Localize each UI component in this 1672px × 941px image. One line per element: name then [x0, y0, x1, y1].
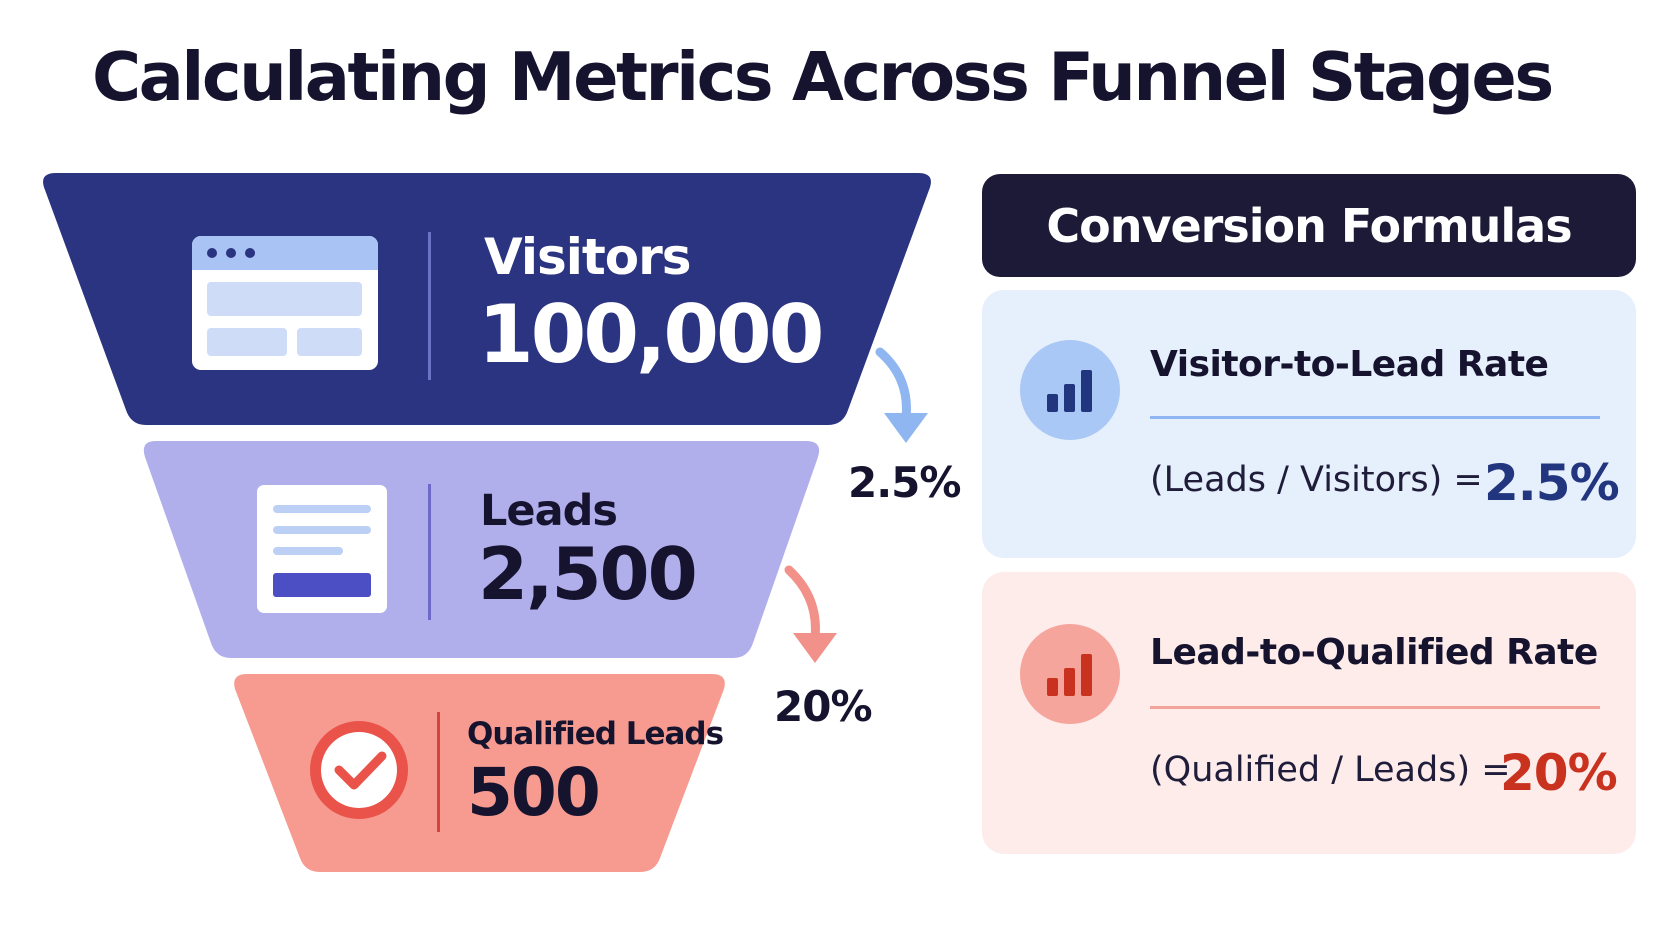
card-result: 20%: [1500, 744, 1618, 802]
browser-window-icon: [192, 236, 378, 370]
bar-chart-icon: [1020, 340, 1120, 440]
card-formula: (Leads / Visitors) =: [1150, 460, 1483, 500]
bar-chart-icon: [1020, 624, 1120, 724]
card-result: 2.5%: [1484, 454, 1620, 512]
card-divider: [1150, 416, 1600, 419]
stage-value-leads: 2,500: [478, 532, 698, 616]
conversion-label-2: 20%: [774, 682, 873, 731]
stage-divider: [437, 712, 440, 832]
conversion-label-1: 2.5%: [848, 458, 961, 507]
checkmark-circle-icon: [310, 721, 408, 819]
formulas-header: Conversion Formulas: [982, 174, 1636, 277]
page-title: Calculating Metrics Across Funnel Stages: [92, 38, 1554, 116]
form-document-icon: [257, 485, 387, 613]
conversion-arrow-1: [875, 347, 928, 443]
stage-divider: [428, 232, 431, 380]
card-title: Lead-to-Qualified Rate: [1150, 632, 1598, 673]
stage-divider: [428, 484, 431, 620]
stage-value-qualified: 500: [467, 754, 601, 831]
stage-label-qualified: Qualified Leads: [467, 716, 724, 752]
funnel-diagram: [43, 173, 931, 872]
formula-card-visitor-to-lead: Visitor-to-Lead Rate (Leads / Visitors) …: [982, 290, 1636, 558]
stage-label-leads: Leads: [480, 486, 618, 536]
stage-label-visitors: Visitors: [484, 228, 692, 286]
conversion-arrow-2: [784, 565, 837, 663]
card-divider: [1150, 706, 1600, 709]
formula-card-lead-to-qualified: Lead-to-Qualified Rate (Qualified / Lead…: [982, 572, 1636, 854]
card-formula: (Qualified / Leads) =: [1150, 750, 1511, 790]
stage-value-visitors: 100,000: [478, 288, 824, 381]
card-title: Visitor-to-Lead Rate: [1150, 344, 1549, 385]
